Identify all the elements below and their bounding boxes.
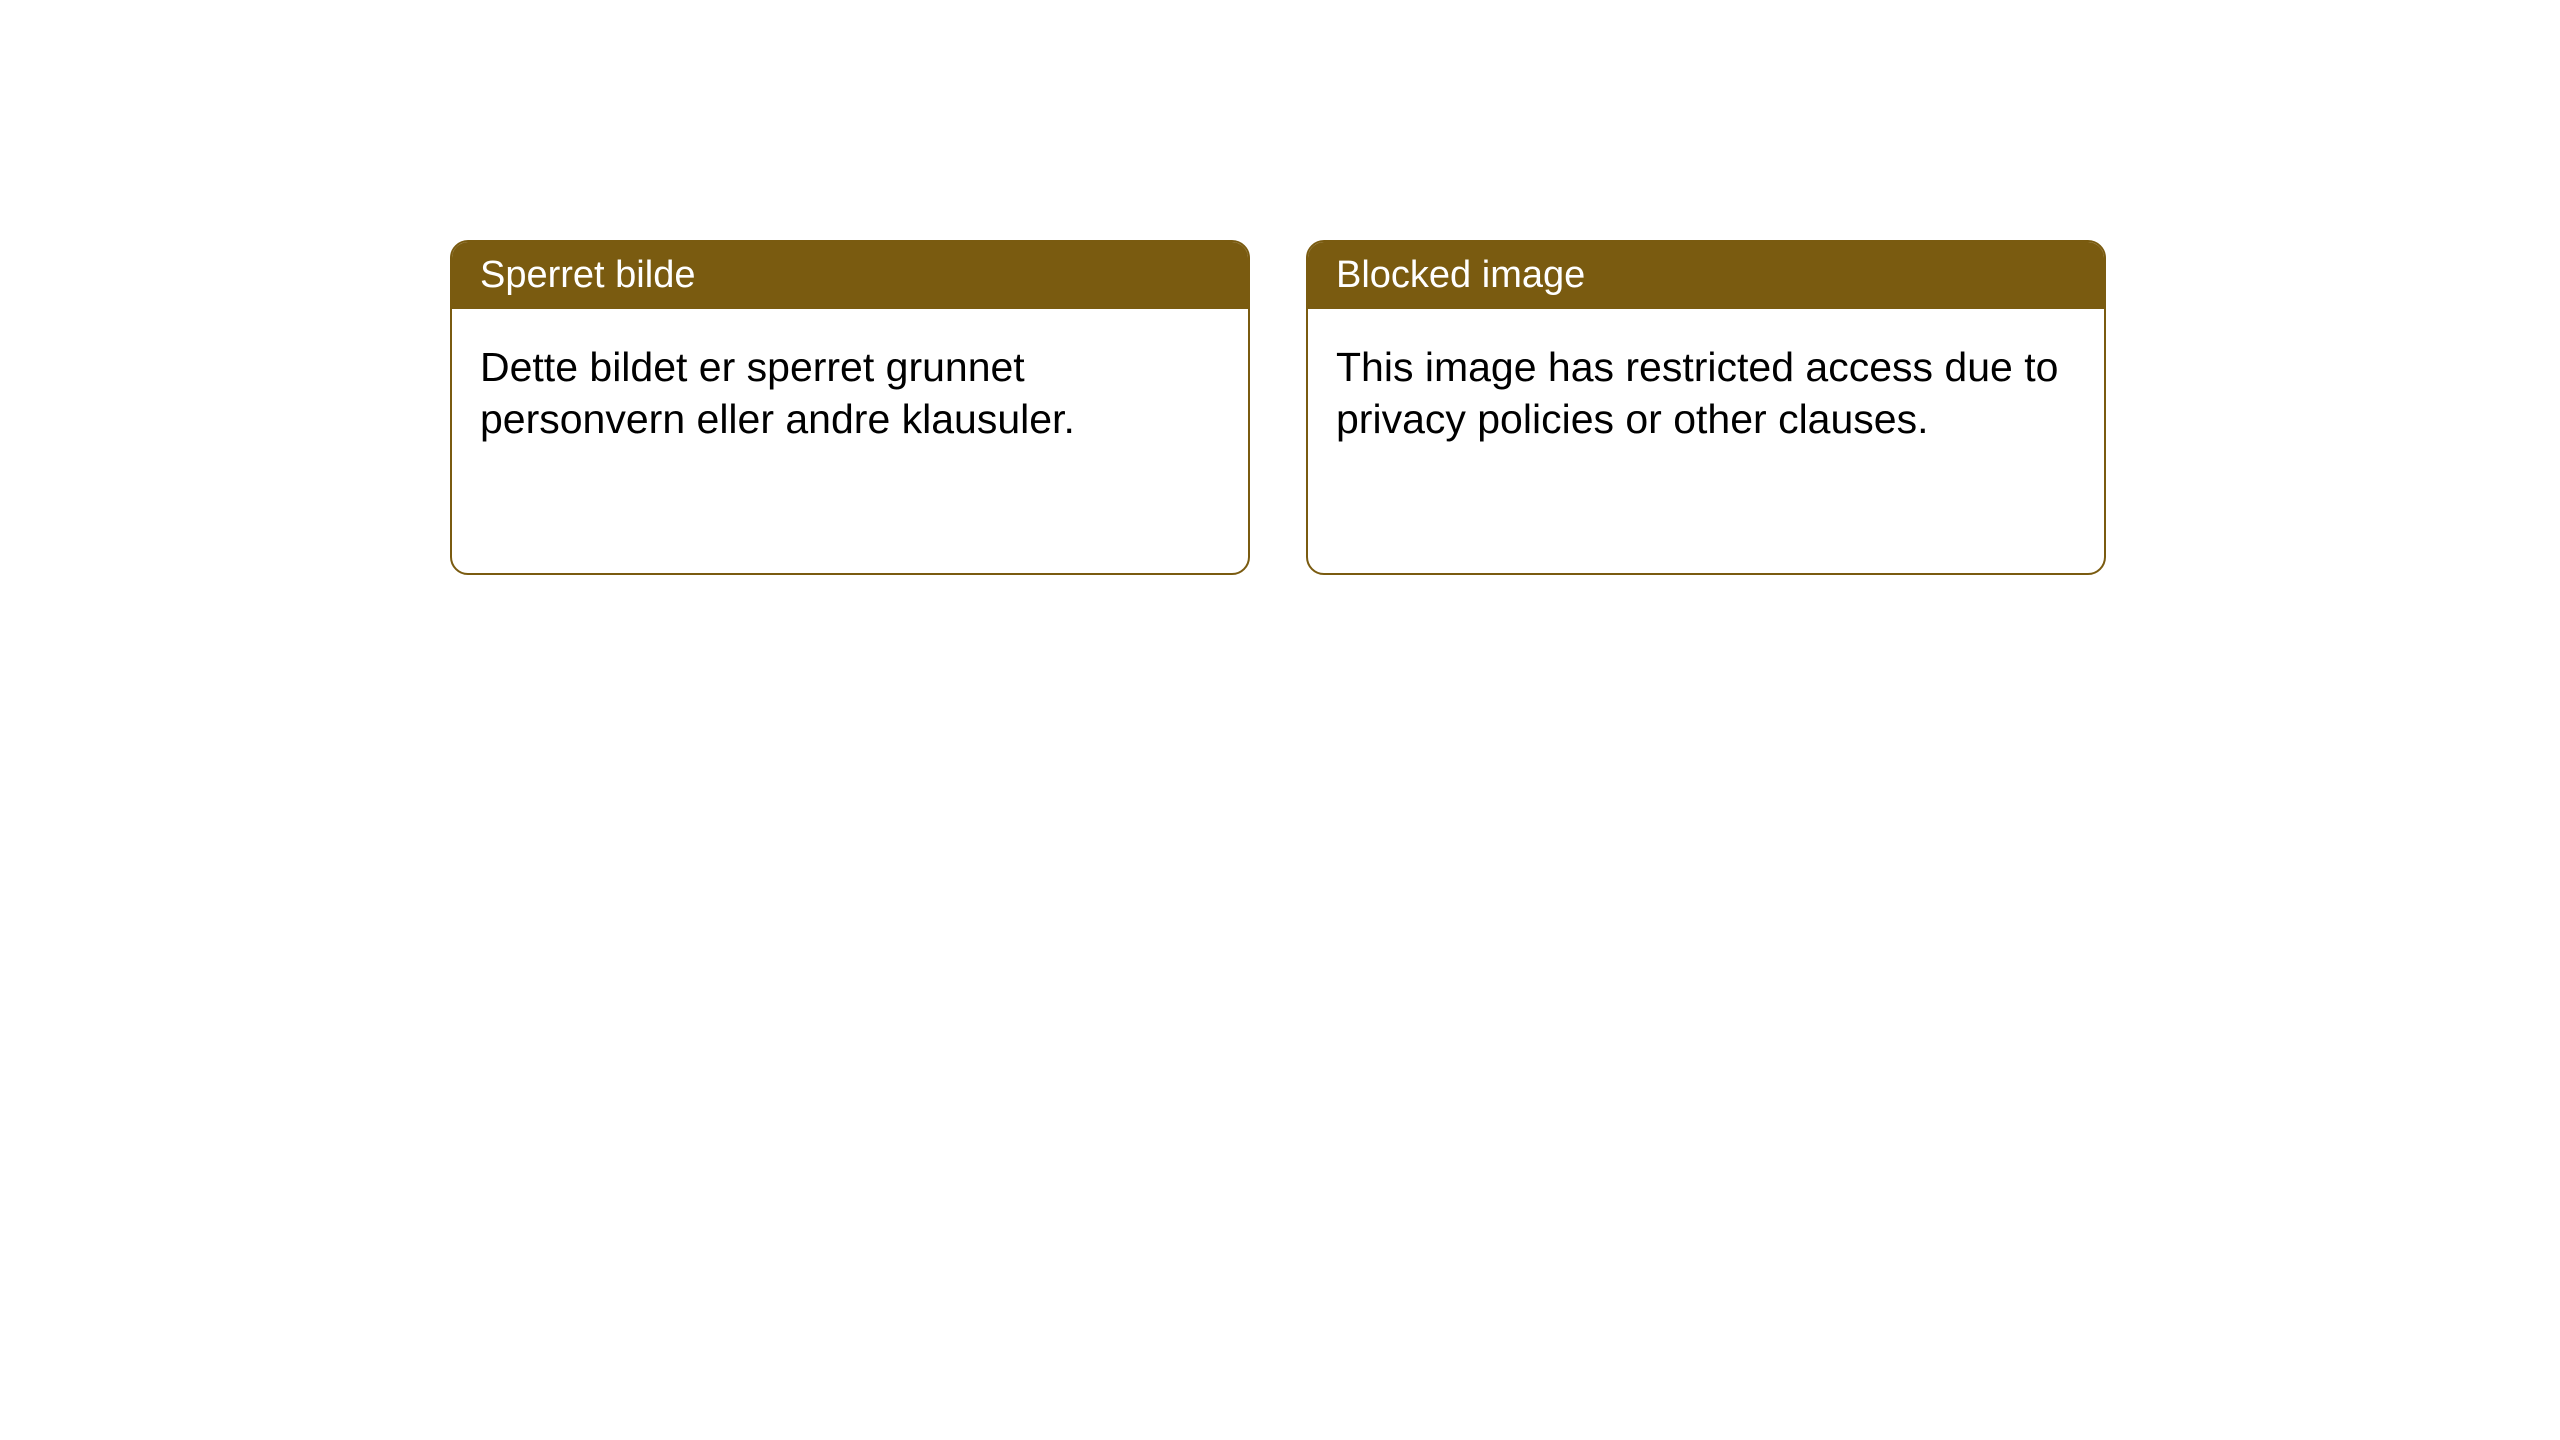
card-body: Dette bildet er sperret grunnet personve… <box>452 309 1248 478</box>
notice-card-english: Blocked image This image has restricted … <box>1306 240 2106 575</box>
notice-container: Sperret bilde Dette bildet er sperret gr… <box>0 0 2560 575</box>
notice-card-norwegian: Sperret bilde Dette bildet er sperret gr… <box>450 240 1250 575</box>
card-body-text: Dette bildet er sperret grunnet personve… <box>480 344 1075 442</box>
card-body: This image has restricted access due to … <box>1308 309 2104 478</box>
card-body-text: This image has restricted access due to … <box>1336 344 2058 442</box>
card-title: Blocked image <box>1336 254 1585 296</box>
card-title: Sperret bilde <box>480 254 695 296</box>
card-header: Blocked image <box>1308 242 2104 309</box>
card-header: Sperret bilde <box>452 242 1248 309</box>
